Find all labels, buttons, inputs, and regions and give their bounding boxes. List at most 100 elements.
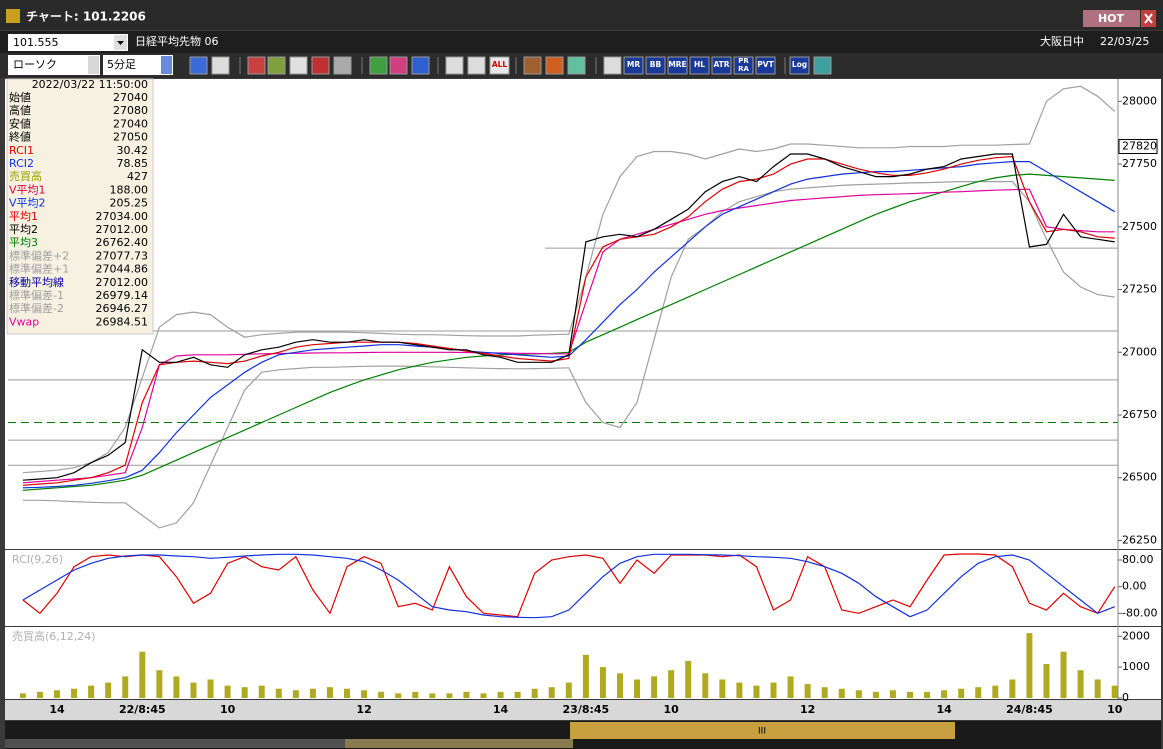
y-tick-label: 27750 [1122,157,1157,170]
volume-bar [855,690,862,698]
tool-button[interactable] [667,56,688,75]
tool-icon[interactable] [211,56,230,75]
info-value: 427 [127,170,148,183]
info-label: 標準偏差-2 [9,301,64,315]
volume-bar [224,685,231,698]
tool-icon[interactable] [247,56,266,75]
volume-bar [429,693,436,698]
volume-bar [1009,679,1016,698]
tool-icon[interactable] [311,56,330,75]
tool-button[interactable] [623,56,644,75]
tool-icon[interactable] [369,56,388,75]
volume-bar [770,682,777,698]
info-label: V平均1 [9,182,46,196]
header-bar [0,31,1163,53]
hot-button[interactable] [1083,10,1140,27]
volume-bar [292,690,299,698]
volume-bar [105,682,112,698]
volume-bar [787,676,794,698]
volume-bar [1026,633,1033,698]
price-marker [1118,138,1158,154]
volume-bar [719,679,726,698]
series-line [22,153,1115,481]
style-dropdown[interactable] [88,56,99,74]
price-marker-label: 27820 [1122,139,1157,152]
tool-icon[interactable] [467,56,486,75]
info-label: 平均3 [9,235,38,249]
x-tick-label: 10 [220,703,236,716]
volume-bar [616,673,623,698]
dropdown-arrow [117,41,124,45]
volume-bar [1094,679,1101,698]
info-label: 標準偏差-1 [9,288,64,302]
volume-bar [924,691,931,698]
tool-button-label: HL [694,60,705,69]
volume-bar [446,693,453,698]
volume-bar [889,690,896,698]
tool-button-label: ALL [492,60,508,69]
info-value: 205.25 [110,197,149,210]
tool-icon[interactable] [189,56,208,75]
tool-button[interactable] [645,56,666,75]
info-bg [6,78,154,335]
market-name: 大阪日中 [1040,34,1084,48]
volume-bar [872,691,879,698]
volume-bar [326,687,333,698]
volume-bar [122,676,129,698]
volume-bar [668,670,675,698]
volume-bar [480,693,487,698]
volume-bar [1060,651,1067,698]
tool-icon[interactable] [545,56,564,75]
info-value: 188.00 [110,183,149,196]
app-icon [6,9,20,23]
tool-icon[interactable] [389,56,408,75]
tool-icon[interactable] [267,56,286,75]
volume-bar [582,654,589,698]
y-tick-label: 28000 [1122,94,1157,107]
tool-icon[interactable] [333,56,352,75]
tool-button[interactable] [789,56,810,75]
tool-icon[interactable] [603,56,622,75]
volume-bar [531,688,538,698]
info-value: 27050 [113,131,148,144]
tool-icon[interactable] [289,56,308,75]
scroll-thumb[interactable] [570,722,955,739]
style-select[interactable] [8,55,100,75]
volume-bar [54,690,60,698]
info-label: 平均2 [9,222,38,236]
volume-bar [275,688,282,698]
hot-label: HOT [1098,12,1125,25]
period-dropdown[interactable] [161,56,172,74]
y-tick-label: 0.00 [1122,580,1147,593]
info-value: 27077.73 [96,249,149,262]
tool-icon[interactable] [567,56,586,75]
volume-bar [378,691,385,698]
scroll-track-range [345,739,573,748]
volume-bar [548,687,555,698]
period-select[interactable] [103,55,173,75]
y-tick-label: 26750 [1122,408,1157,421]
tool-button-label: Log [792,60,807,69]
tool-icon[interactable] [813,56,832,75]
volume-bar [992,685,999,698]
tool-icon[interactable] [523,56,542,75]
tool-button[interactable] [711,56,732,75]
rci-panel [5,550,1161,626]
tool-icon[interactable] [411,56,430,75]
code-input[interactable] [8,34,128,51]
volume-bar [412,691,419,698]
volume-bar [361,690,368,698]
tool-button[interactable] [755,56,776,75]
x-axis-bar [5,700,1161,720]
info-label: 平均1 [9,209,38,223]
tool-icon[interactable] [445,56,464,75]
tool-button-label: RA [738,65,749,73]
info-datetime: 2022/03/22 11:50:00 [32,78,148,91]
tool-button[interactable] [689,56,710,75]
volume-bar [634,679,641,698]
tool-button[interactable] [489,56,510,75]
info-value: 26984.51 [96,315,149,328]
tool-button[interactable] [733,56,754,75]
y-tick-label: 27000 [1122,345,1157,358]
